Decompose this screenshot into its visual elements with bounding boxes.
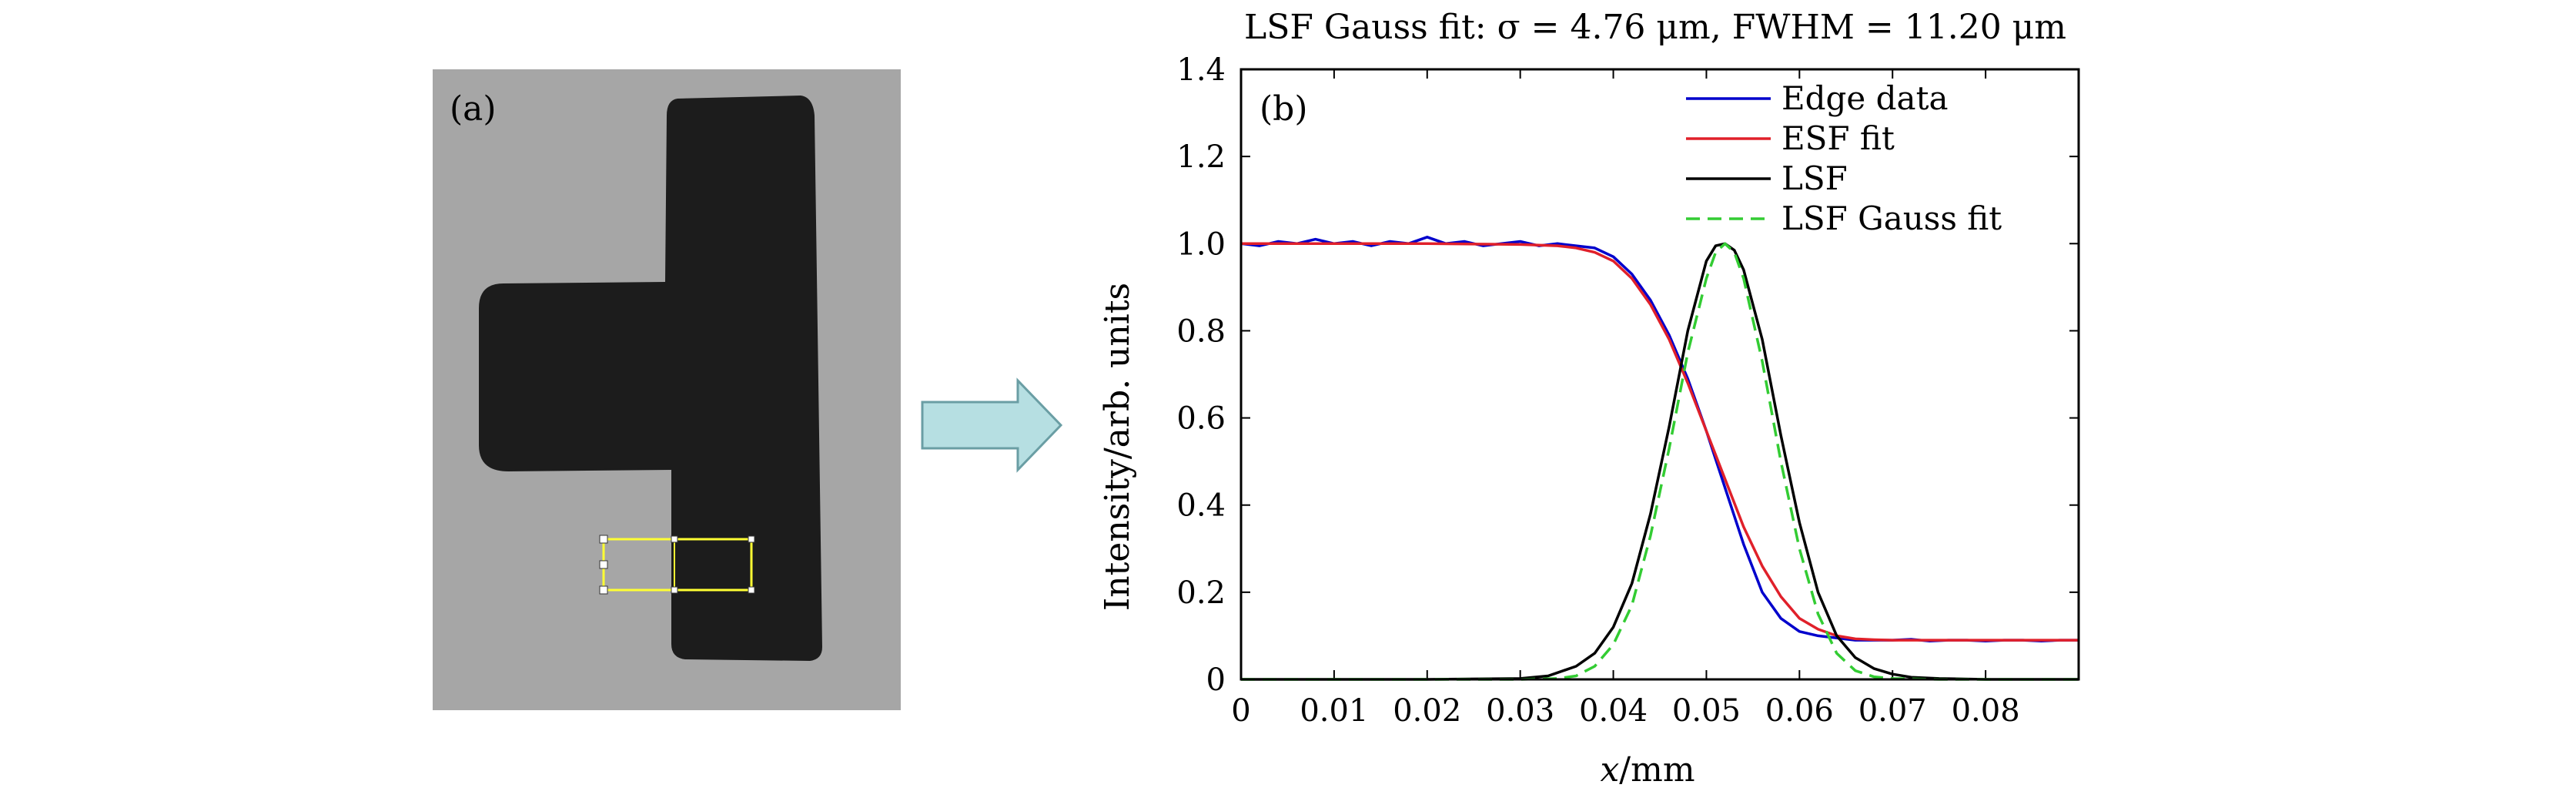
legend-label: LSF xyxy=(1781,159,1848,197)
y-axis-label: Intensity/arb. units xyxy=(1098,283,1137,611)
legend-label: LSF Gauss fit xyxy=(1781,200,2002,237)
series-line-lsf xyxy=(1241,242,2079,681)
plot-frame xyxy=(1239,68,2080,681)
y-tick-label: 0.8 xyxy=(1176,314,1226,349)
arrow-icon xyxy=(921,377,1063,473)
x-tick-label: 0.04 xyxy=(1579,693,1648,729)
y-tick-label: 1.0 xyxy=(1176,226,1226,262)
roi-handle xyxy=(599,560,608,569)
x-axis-label-unit: /mm xyxy=(1619,750,1694,790)
legend-label: ESF fit xyxy=(1781,119,1895,157)
roi-selection xyxy=(599,535,755,595)
y-tick-label: 0 xyxy=(1206,662,1226,698)
panel-b-label: (b) xyxy=(1260,89,1308,129)
y-tick-label: 0.6 xyxy=(1176,401,1226,437)
roi-handle xyxy=(748,586,755,594)
x-tick-label: 0.02 xyxy=(1393,693,1461,729)
roi-handle xyxy=(599,535,608,544)
roi-handle xyxy=(671,535,678,543)
x-tick-label: 0.01 xyxy=(1300,693,1368,729)
y-tick-label: 1.4 xyxy=(1176,52,1226,88)
series-line-esf-fit xyxy=(1241,242,2079,642)
roi-handle xyxy=(671,586,678,594)
x-tick-label: 0.05 xyxy=(1672,693,1741,729)
series-layer xyxy=(1240,236,2079,681)
x-tick-label: 0.06 xyxy=(1765,693,1834,729)
chart-title: LSF Gauss fit: σ = 4.76 μm, FWHM = 11.20… xyxy=(1244,8,2066,47)
y-tick-label: 1.2 xyxy=(1176,139,1226,175)
y-tick-label: 0.4 xyxy=(1176,488,1226,524)
x-tick-label: 0.07 xyxy=(1858,693,1927,729)
x-tick-label: 0 xyxy=(1231,693,1250,729)
x-tick-label: 0.08 xyxy=(1952,693,2020,729)
axis-ticks: 0 0.01 0.02 0.03 0.04 0.05 0.06 0.07 0.08 0 0.2 0.4… xyxy=(1176,52,2079,729)
x-axis-label-variable: x xyxy=(1600,750,1619,790)
panel-a: (a) xyxy=(433,69,901,710)
y-tick-label: 0.2 xyxy=(1176,575,1226,611)
panel-a-label: (a) xyxy=(450,89,497,129)
series-line-edge-data xyxy=(1240,236,2079,642)
x-tick-label: 0.03 xyxy=(1486,693,1554,729)
x-axis-label: x/mm xyxy=(1600,750,1694,790)
image-object xyxy=(479,96,822,661)
chart-panel-b: LSF Gauss fit: σ = 4.76 μm, FWHM = 11.20… xyxy=(1098,8,2080,790)
series-line-lsf-gauss-fit xyxy=(1241,242,2079,681)
roi-handle xyxy=(599,585,608,595)
legend-label: Edge data xyxy=(1781,79,1948,117)
roi-handle xyxy=(748,535,755,543)
